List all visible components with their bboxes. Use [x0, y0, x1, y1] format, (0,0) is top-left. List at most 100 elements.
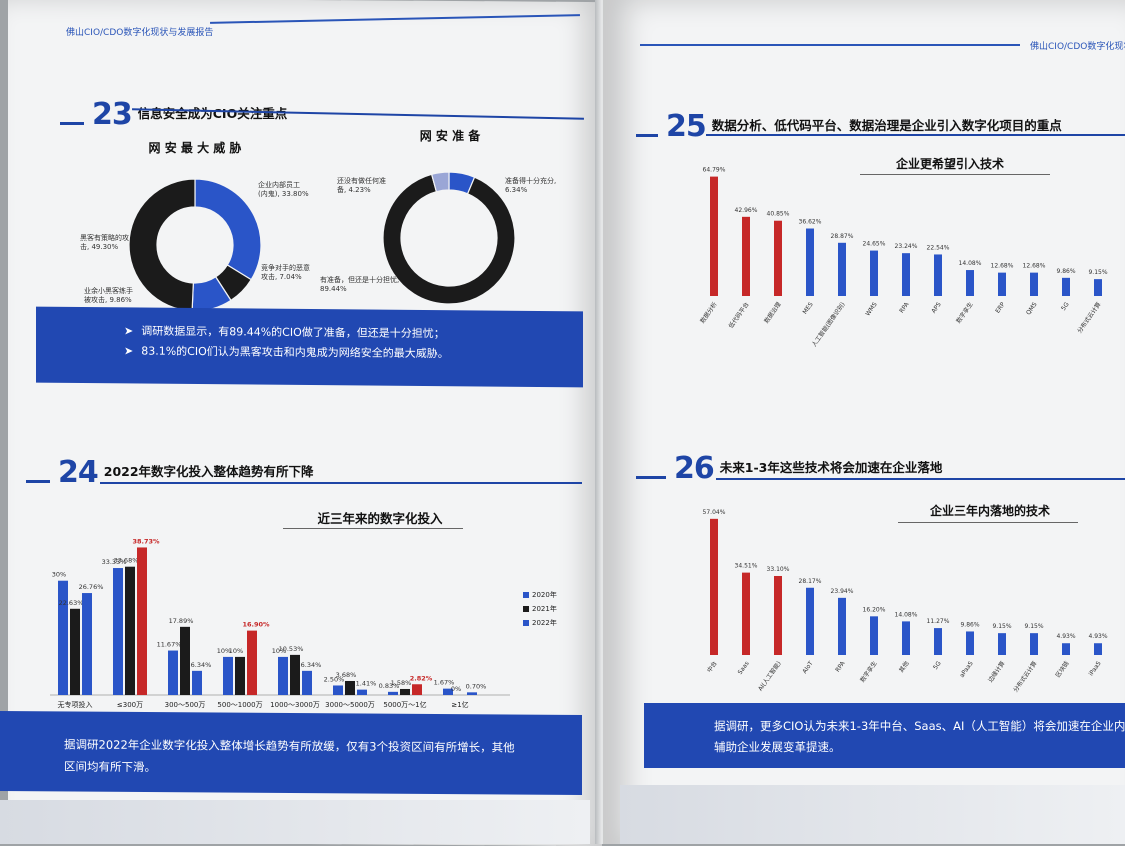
intro-value-10: 12.68%	[1023, 263, 1046, 270]
invest-label-0-0: 30%	[52, 571, 66, 579]
donut2-title: 网 安 准 备	[419, 129, 481, 143]
intro-cat-6: RPA	[898, 300, 911, 314]
invest-bar-3-2	[247, 630, 257, 695]
invest-label-7-1: 0%	[451, 685, 461, 693]
intro-cat-0: 数据分析	[698, 301, 718, 325]
s23-dash	[60, 122, 84, 125]
invest-bar-7-2	[467, 692, 477, 695]
legend-2021: 2021年	[523, 604, 557, 614]
donut2-slice-1	[382, 173, 516, 305]
intro-value-5: 24.65%	[863, 241, 886, 248]
landing-value-7: 11.27%	[927, 618, 950, 625]
invest-bar-4-1	[290, 654, 300, 695]
intro-value-6: 23.24%	[895, 243, 918, 250]
intro-value-1: 42.96%	[735, 207, 758, 214]
intro-bar-10	[1030, 272, 1038, 296]
invest-bar-5-2	[357, 689, 367, 695]
intro-value-8: 14.08%	[959, 260, 982, 267]
s24-banner-line-2: 区间均有所下滑。	[64, 759, 156, 775]
tech-intro-bar-chart: 64.79% 数据分析 42.96% 低代码平台 40.85% 数据治理 36.62% MES…	[698, 167, 1108, 349]
invest-bar-1-0	[113, 568, 123, 695]
intro-value-9: 12.68%	[991, 263, 1014, 270]
landing-bar-4	[838, 597, 846, 655]
donut2-chart	[382, 171, 516, 305]
invest-bar-0-2	[82, 593, 92, 695]
donut1-label-amateur: 业余小黑客练手 被攻击, 9.86%	[84, 287, 133, 304]
left-running-header: 佛山CIO/CDO数字化现状与发展报告	[66, 28, 214, 38]
invest-bar-3-0	[223, 656, 233, 695]
invest-label-7-0: 1.67%	[434, 679, 455, 687]
intro-value-0: 64.79%	[703, 167, 726, 174]
landing-bar-11	[1062, 643, 1070, 655]
invest-bar-2-2	[192, 670, 202, 695]
landing-bar-2	[774, 575, 782, 655]
invest-legend: 2020年 2021年 2022年	[523, 590, 557, 632]
donut1-label-competitor: 竞争对手的恶意 攻击, 7.04%	[261, 264, 310, 281]
s26-dash	[636, 476, 666, 479]
invest-bar-chart: 30% 22.63% 26.76% 无专项投入 33.33%33.68% 38.73% ≤3…	[50, 537, 510, 709]
landing-bar-9	[998, 633, 1006, 655]
s25-heading: 25 数据分析、低代码平台、数据治理是企业引入数字化项目的重点	[666, 112, 1062, 142]
invest-bar-6-1	[400, 688, 410, 695]
donut2-label-ready: 准备得十分充分, 6.34%	[505, 177, 557, 194]
intro-bar-1	[742, 216, 750, 296]
invest-cat-6: 5000万～1亿	[383, 700, 426, 709]
s25-rule	[706, 134, 1125, 136]
landing-bar-12	[1094, 643, 1102, 655]
invest-label-5-2: 1.41%	[356, 680, 377, 688]
intro-cat-9: ERP	[994, 301, 1007, 315]
legend-2020: 2020年	[523, 590, 557, 600]
landing-cat-3: AIoT	[801, 660, 815, 675]
s24-number: 24	[58, 455, 99, 490]
s24-summary-banner: 据调研2022年企业数字化投入整体增长趋势有所放缓，仅有3个投资区间有所增长，其…	[0, 710, 582, 796]
invest-label-1-1: 33.68%	[114, 557, 139, 565]
s24-chart-title: 近三年来的数字化投入	[317, 511, 443, 526]
s26-rule	[716, 478, 1125, 480]
s24-title: 2022年数字化投入整体趋势有所下降	[103, 464, 314, 479]
invest-label-7-2: 0.70%	[466, 682, 487, 690]
legend-2022: 2022年	[523, 618, 557, 628]
intro-bar-11	[1062, 277, 1070, 296]
s26-title: 未来1-3年这些技术将会加速在企业落地	[719, 460, 943, 475]
intro-bar-0	[710, 176, 718, 296]
invest-label-6-0: 0.83%	[379, 682, 400, 690]
s26-chart-underline	[898, 522, 1078, 523]
donut2-label-none: 还没有做任何准 备, 4.23%	[337, 177, 386, 194]
landing-bar-6	[902, 621, 910, 655]
landing-value-12: 4.93%	[1088, 633, 1107, 640]
s26-heading: 26 未来1-3年这些技术将会加速在企业落地	[674, 454, 942, 484]
intro-value-4: 28.87%	[831, 233, 854, 240]
s23-number: 23	[92, 97, 133, 132]
donut2-label-worried: 有准备，但还是十分担忧, 89.44%	[320, 276, 400, 293]
invest-label-6-1: 1.58%	[391, 679, 412, 687]
intro-cat-1: 低代码平台	[727, 301, 751, 330]
landing-cat-8: aPaaS	[958, 660, 974, 679]
landing-cat-0: 中台	[705, 660, 718, 674]
landing-value-1: 34.51%	[735, 563, 758, 570]
intro-bar-4	[838, 242, 846, 296]
invest-bar-1-1	[125, 566, 135, 695]
landing-value-5: 16.20%	[863, 606, 886, 613]
invest-bar-5-1	[345, 680, 355, 695]
invest-bar-1-2	[137, 547, 147, 695]
s23-heading: 23 信息安全成为CIO关注重点	[92, 100, 287, 130]
landing-bar-8	[966, 631, 974, 655]
intro-bar-8	[966, 270, 974, 296]
invest-label-3-2: 16.90%	[242, 621, 270, 629]
invest-label-4-2: 6.34%	[301, 661, 322, 669]
intro-bar-9	[998, 272, 1006, 296]
landing-cat-4: RPA	[834, 659, 847, 673]
invest-bar-5-0	[333, 685, 343, 695]
landing-value-3: 28.17%	[799, 578, 822, 585]
invest-bar-0-0	[58, 580, 68, 695]
left-footer-band	[0, 800, 590, 844]
intro-cat-10: QMS	[1025, 301, 1039, 316]
right-footer-band	[620, 785, 1125, 844]
s23-summary-banner: ➤ 调研数据显示，有89.44%的CIO做了准备，但还是十分担忧； ➤ 83.1%的…	[36, 306, 583, 388]
intro-value-2: 40.85%	[767, 211, 790, 218]
invest-cat-0: 无专项投入	[58, 700, 93, 709]
invest-label-2-2: 6.34%	[191, 661, 212, 669]
s25-title: 数据分析、低代码平台、数据治理是企业引入数字化项目的重点	[711, 118, 1062, 133]
intro-cat-4: 人工智能(图像识别)	[810, 301, 847, 349]
intro-bar-2	[774, 220, 782, 296]
